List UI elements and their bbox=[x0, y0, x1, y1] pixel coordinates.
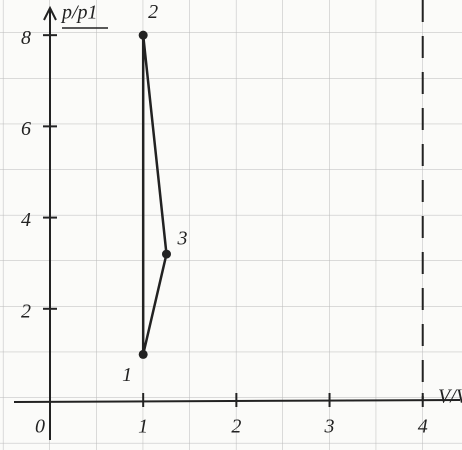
x-tick-label: 1 bbox=[138, 416, 148, 438]
x-tick-label: 2 bbox=[231, 416, 241, 438]
y-tick-label: 4 bbox=[21, 209, 31, 231]
x-tick-label: 0 bbox=[35, 416, 45, 438]
grid-paper bbox=[0, 0, 462, 450]
y-tick-label: 8 bbox=[21, 27, 31, 49]
x-tick-label: 3 bbox=[324, 416, 335, 438]
chart: p/p1 V/V 0 1 2 3 4 2 4 6 8 1 2 3 bbox=[0, 0, 462, 450]
x-tick-label: 4 bbox=[418, 416, 428, 438]
point-label: 1 bbox=[122, 364, 132, 386]
y-axis-label: p/p1 bbox=[60, 2, 98, 24]
point-label: 2 bbox=[148, 1, 158, 23]
page: p/p1 V/V 012342468123 (() => { const dat… bbox=[0, 0, 462, 450]
point bbox=[139, 350, 148, 359]
x-axis-label: V/V bbox=[438, 386, 462, 408]
point bbox=[162, 250, 171, 259]
point bbox=[139, 31, 148, 40]
point-label: 3 bbox=[176, 228, 187, 250]
y-tick-label: 2 bbox=[21, 300, 31, 322]
y-tick-label: 6 bbox=[21, 118, 31, 140]
